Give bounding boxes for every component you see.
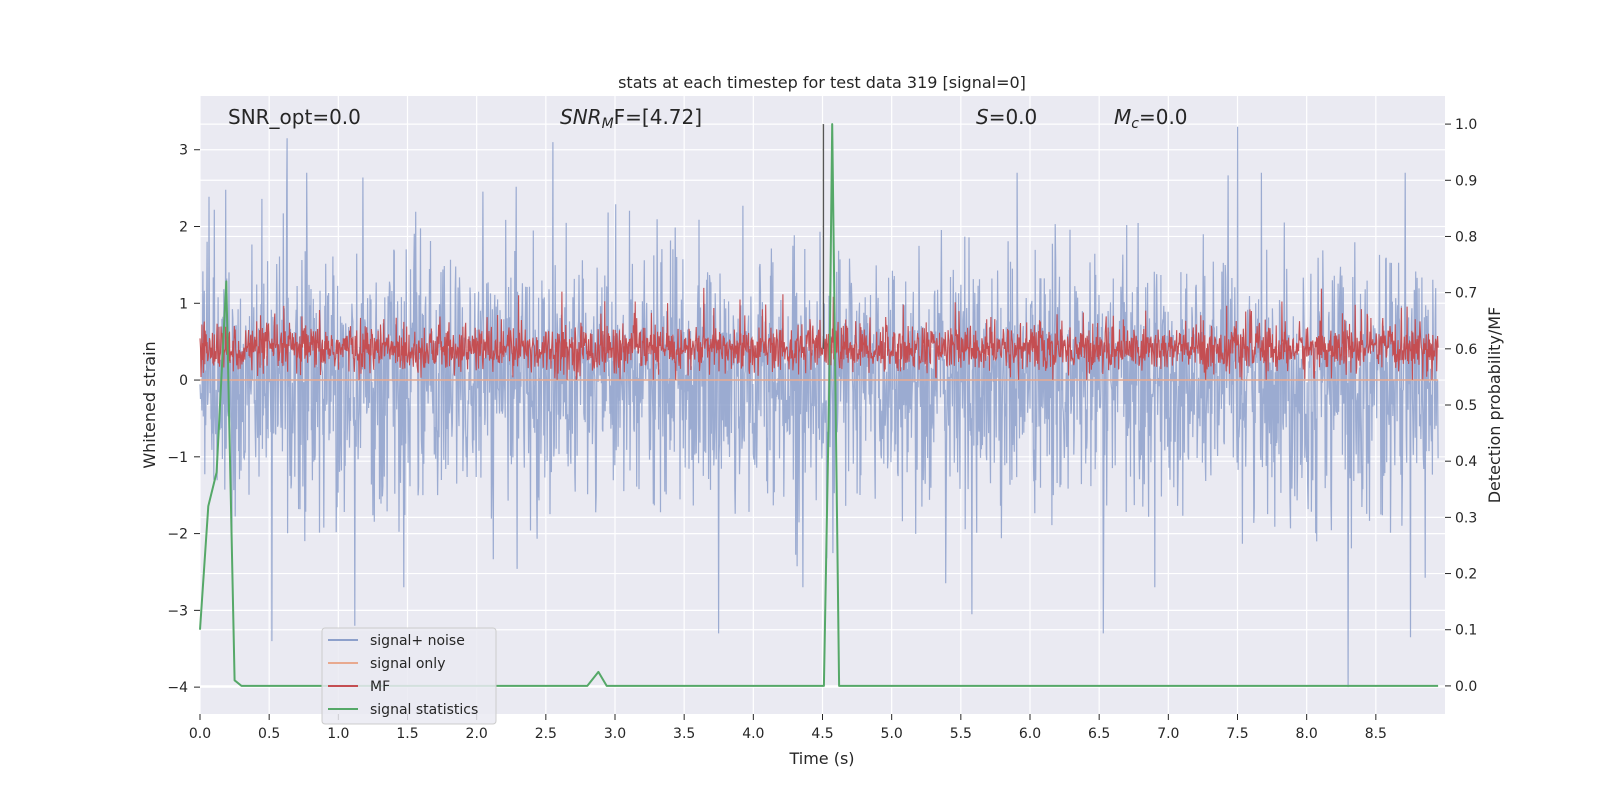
legend: signal+ noise signal only MF signal stat… [321,627,497,725]
x-tick-label: 8.0 [1296,726,1318,742]
annotation-mc-sub: c [1131,116,1139,132]
x-tick-label: 5.5 [950,726,972,742]
y-tick-label-left: −4 [167,680,188,696]
annotation-snr-mf-rest: F=[4.72] [614,105,702,129]
y-tick-label-right: 0.8 [1455,229,1477,245]
x-tick-label: 4.0 [742,726,764,742]
y-tick-label-left: 0 [179,373,188,389]
y-tick-label-left: 3 [179,143,188,159]
signal-statistics-line [199,123,1439,687]
x-tick-label: 2.5 [535,726,557,742]
x-tick-label: 0.5 [258,726,280,742]
annotation-s: S=0.0 [976,105,1037,129]
y-tick-label-right: 0.9 [1455,173,1477,189]
y-tick-label-right: 0.5 [1455,398,1477,414]
annotation-snr-mf-sub: M [602,116,614,132]
y-tick-label-left: 2 [179,220,188,236]
x-tick-label: 4.5 [811,726,833,742]
legend-label-signal-only: signal only [370,656,445,672]
x-tick-label: 3.5 [673,726,695,742]
y-axis-label-right: Detection probability/MF [1485,307,1504,504]
y-tick-label-right: 1.0 [1455,117,1477,133]
annotation-mc-rest: =0.0 [1139,105,1188,129]
annotation-s-rest: =0.0 [989,105,1038,129]
y-tick-label-left: −1 [167,450,188,466]
x-tick-label: 1.5 [396,726,418,742]
y-tick-label-right: 0.3 [1455,510,1477,526]
x-tick-label: 3.0 [604,726,626,742]
legend-box [321,627,497,725]
annotation-snr-mf-main: SNR [560,105,602,129]
x-tick-label: 1.0 [327,726,349,742]
annotation-mc-main: M [1114,105,1131,129]
mf-line [199,287,1439,380]
y-axis-label-left: Whitened strain [140,341,159,468]
x-tick-label: 7.5 [1226,726,1248,742]
x-tick-label: 7.0 [1157,726,1179,742]
annotation-mc: Mc=0.0 [1114,105,1188,132]
chart-title: stats at each timestep for test data 319… [618,73,1026,92]
x-tick-label: 0.0 [189,726,211,742]
annotation-s-italic: S [976,105,989,129]
mf-series [199,124,1439,380]
legend-label-mf: MF [370,679,390,695]
x-tick-label: 5.0 [881,726,903,742]
y-tick-label-right: 0.2 [1455,567,1477,583]
legend-label-signal-statistics: signal statistics [370,702,478,718]
y-tick-label-left: −2 [167,527,188,543]
y-tick-label-right: 0.6 [1455,342,1477,358]
legend-label-signal-noise: signal+ noise [370,633,465,649]
x-tick-label: 6.0 [1019,726,1041,742]
annotation-snr-opt: SNR_opt=0.0 [228,105,361,129]
x-tick-label: 6.5 [1088,726,1110,742]
y-tick-label-right: 0.4 [1455,454,1477,470]
signal-statistics-series [199,123,1439,687]
y-tick-label-right: 0.1 [1455,623,1477,639]
annotation-snr-mf: SNRMF=[4.72] [560,105,702,132]
y-tick-label-right: 0.0 [1455,679,1477,695]
y-tick-label-left: −3 [167,603,188,619]
ticks: 0.0 0.5 1.0 1.5 2.0 2.5 3.0 3.5 4.0 4.5 5.0 5.5 6.0 6… [167,117,1477,742]
y-tick-label-right: 0.7 [1455,286,1477,302]
x-tick-label: 2.0 [466,726,488,742]
x-tick-label: 8.5 [1365,726,1387,742]
y-tick-label-left: 1 [179,296,188,312]
x-axis-label: Time (s) [788,749,854,768]
